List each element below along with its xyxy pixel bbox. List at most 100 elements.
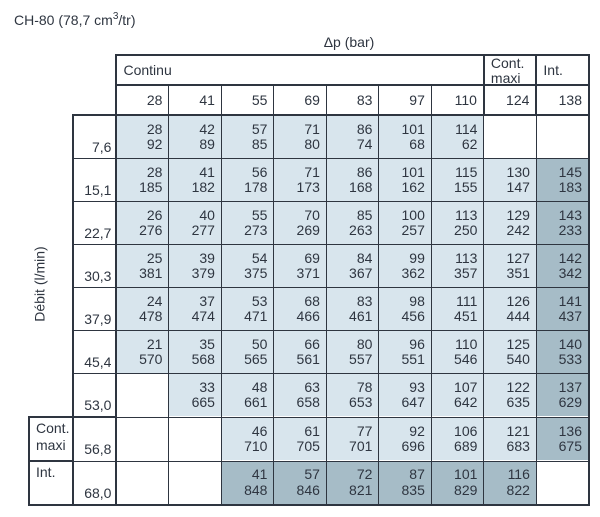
- data-cell: 39379: [169, 245, 221, 288]
- title-prefix: CH‑80 (78,7 cm: [14, 12, 113, 28]
- data-cell: [169, 461, 221, 505]
- row-header: 7,6: [73, 115, 117, 159]
- data-cell: 143233: [536, 202, 589, 245]
- col-cat-int: Int.: [536, 55, 589, 85]
- data-cell: 70269: [274, 202, 326, 245]
- data-cell: 101829: [431, 461, 484, 505]
- data-cell: 125540: [484, 331, 536, 374]
- data-cell: 145183: [536, 159, 589, 202]
- data-cell: 110546: [431, 331, 484, 374]
- row-header: 15,1: [73, 159, 117, 202]
- data-cell: 4289: [169, 115, 221, 159]
- data-cell: 86168: [326, 159, 378, 202]
- data-cell: [169, 417, 221, 461]
- data-cell: 142342: [536, 245, 589, 288]
- data-cell: [116, 417, 168, 461]
- data-cell: 46710: [221, 417, 273, 461]
- data-cell: 61705: [274, 417, 326, 461]
- data-cell: 140533: [536, 331, 589, 374]
- row-header: 30,3: [73, 245, 117, 288]
- col-cat-contmaxi: Cont.maxi: [484, 55, 536, 85]
- data-cell: 137629: [536, 374, 589, 418]
- data-cell: 83461: [326, 288, 378, 331]
- title-suffix: /tr): [118, 12, 135, 28]
- data-cell: 56178: [221, 159, 273, 202]
- data-cell: 48661: [221, 374, 273, 418]
- data-cell: 41848: [221, 461, 273, 505]
- col-header: 83: [326, 85, 378, 115]
- data-cell: 136675: [536, 417, 589, 461]
- col-header: 138: [536, 85, 589, 115]
- data-cell: 33665: [169, 374, 221, 418]
- data-cell: 24478: [116, 288, 168, 331]
- dp-axis-label: Δp (bar): [10, 34, 590, 50]
- data-cell: 107642: [431, 374, 484, 418]
- data-cell: 66561: [274, 331, 326, 374]
- data-cell: 7180: [274, 115, 326, 159]
- data-cell: 8674: [326, 115, 378, 159]
- data-cell: 21570: [116, 331, 168, 374]
- data-cell: 101162: [379, 159, 431, 202]
- data-cell: 115155: [431, 159, 484, 202]
- data-cell: 98456: [379, 288, 431, 331]
- row-header: 53,0: [73, 374, 117, 418]
- row-cat-contmaxi: Cont.maxi: [29, 417, 73, 461]
- title-super: 3: [113, 11, 119, 22]
- data-cell: 63658: [274, 374, 326, 418]
- data-cell: 11462: [431, 115, 484, 159]
- row-header: 22,7: [73, 202, 117, 245]
- data-cell: 55273: [221, 202, 273, 245]
- data-cell: 28185: [116, 159, 168, 202]
- data-cell: 69371: [274, 245, 326, 288]
- data-cell: 85263: [326, 202, 378, 245]
- data-cell: 84367: [326, 245, 378, 288]
- data-cell: 141437: [536, 288, 589, 331]
- data-cell: 113357: [431, 245, 484, 288]
- data-table: ContinuCont.maxiInt.28415569839711012413…: [28, 54, 590, 506]
- data-cell: [116, 461, 168, 505]
- data-cell: 41182: [169, 159, 221, 202]
- data-cell: 57846: [274, 461, 326, 505]
- data-cell: 100257: [379, 202, 431, 245]
- data-cell: 2892: [116, 115, 168, 159]
- data-cell: [536, 461, 589, 505]
- data-cell: [116, 374, 168, 418]
- col-header: 55: [221, 85, 273, 115]
- data-cell: 26276: [116, 202, 168, 245]
- data-cell: 35568: [169, 331, 221, 374]
- data-cell: 127351: [484, 245, 536, 288]
- data-cell: 99362: [379, 245, 431, 288]
- col-header: 28: [116, 85, 168, 115]
- row-header: 45,4: [73, 331, 117, 374]
- row-header: 37,9: [73, 288, 117, 331]
- data-cell: 129242: [484, 202, 536, 245]
- data-cell: 122635: [484, 374, 536, 418]
- data-cell: 5785: [221, 115, 273, 159]
- data-cell: 93647: [379, 374, 431, 418]
- data-cell: 87835: [379, 461, 431, 505]
- col-cat-continu: Continu: [116, 55, 483, 85]
- data-cell: 116822: [484, 461, 536, 505]
- col-header: 124: [484, 85, 536, 115]
- data-cell: 130147: [484, 159, 536, 202]
- row-cat-int: Int.: [29, 461, 73, 505]
- data-cell: 92696: [379, 417, 431, 461]
- data-cell: 37474: [169, 288, 221, 331]
- data-cell: 72821: [326, 461, 378, 505]
- data-cell: [536, 115, 589, 159]
- col-header: 110: [431, 85, 484, 115]
- data-cell: 121683: [484, 417, 536, 461]
- data-cell: 106689: [431, 417, 484, 461]
- data-cell: 71173: [274, 159, 326, 202]
- y-axis-label: Débit (l/min): [32, 247, 48, 322]
- row-header: 68,0: [73, 461, 117, 505]
- data-cell: 53471: [221, 288, 273, 331]
- data-cell: 40277: [169, 202, 221, 245]
- data-cell: 126444: [484, 288, 536, 331]
- data-cell: 10168: [379, 115, 431, 159]
- col-header: 97: [379, 85, 431, 115]
- data-cell: 111451: [431, 288, 484, 331]
- data-cell: 54375: [221, 245, 273, 288]
- col-header: 69: [274, 85, 326, 115]
- data-cell: 50565: [221, 331, 273, 374]
